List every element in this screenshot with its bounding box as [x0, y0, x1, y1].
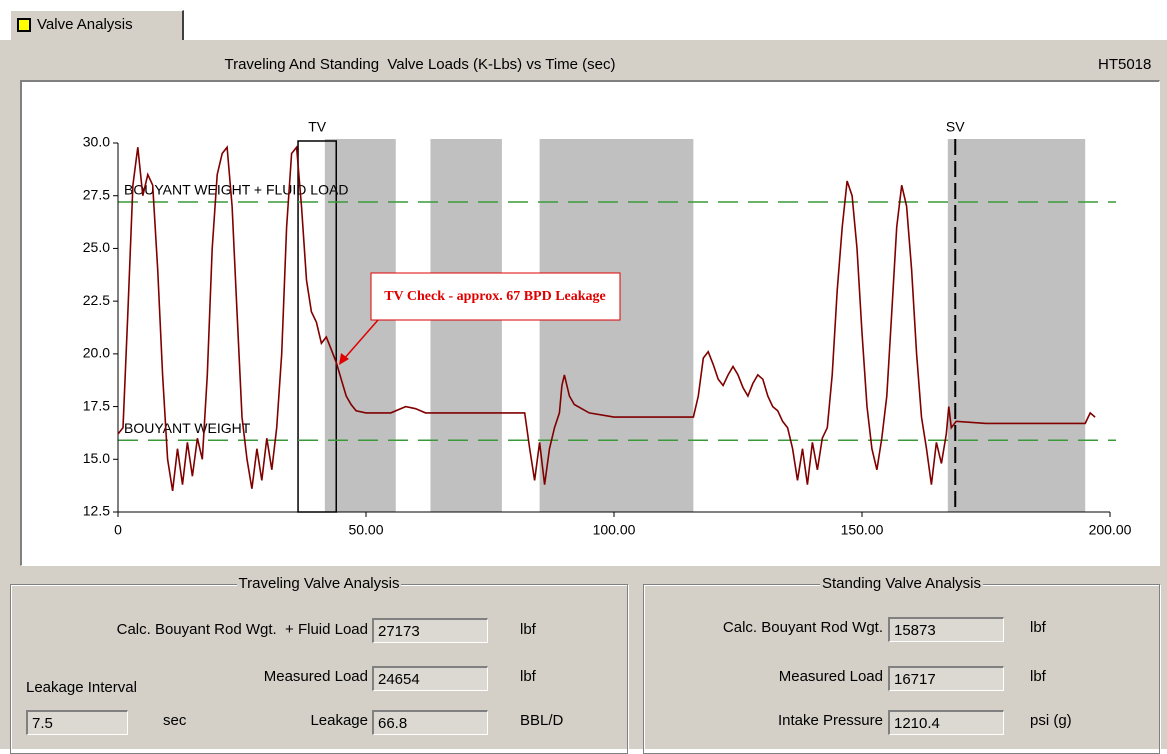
- standing-group: Standing Valve Analysis: [643, 575, 1160, 754]
- field-label: Intake Pressure: [777, 712, 883, 729]
- field-unit: lbf: [1030, 668, 1046, 685]
- group-title: Traveling Valve Analysis: [236, 575, 402, 592]
- field-unit: lbf: [1030, 619, 1046, 636]
- chart-title: Traveling And Standing Valve Loads (K-Lb…: [224, 56, 616, 73]
- field-label: Leakage Interval: [26, 679, 137, 696]
- tab-label: Valve Analysis: [37, 16, 133, 33]
- field-label: Calc. Bouyant Rod Wgt.: [722, 619, 883, 636]
- field-value[interactable]: 27173: [372, 618, 488, 643]
- field-value[interactable]: 1210.4: [888, 710, 1004, 735]
- tab[interactable]: Valve Analysis: [10, 10, 184, 40]
- field-unit: sec: [163, 712, 187, 729]
- field-value[interactable]: 7.5: [26, 710, 128, 735]
- group-title: Standing Valve Analysis: [820, 575, 983, 592]
- field-label: Measured Load: [778, 668, 883, 685]
- field-value[interactable]: 15873: [888, 617, 1004, 642]
- field-value[interactable]: 16717: [888, 666, 1004, 691]
- tab-icon: [17, 18, 31, 32]
- chart-area: [20, 80, 1160, 566]
- field-label: Leakage: [310, 712, 368, 729]
- field-unit: lbf: [520, 621, 536, 638]
- field-label: Calc. Bouyant Rod Wgt. + Fluid Load: [116, 621, 368, 638]
- field-label: Measured Load: [263, 668, 368, 685]
- field-value[interactable]: 24654: [372, 666, 488, 691]
- field-unit: BBL/D: [520, 712, 564, 729]
- field-unit: psi (g): [1030, 712, 1072, 729]
- field-value[interactable]: 66.8: [372, 710, 488, 735]
- well-id: HT5018: [1098, 56, 1152, 73]
- field-unit: lbf: [520, 668, 536, 685]
